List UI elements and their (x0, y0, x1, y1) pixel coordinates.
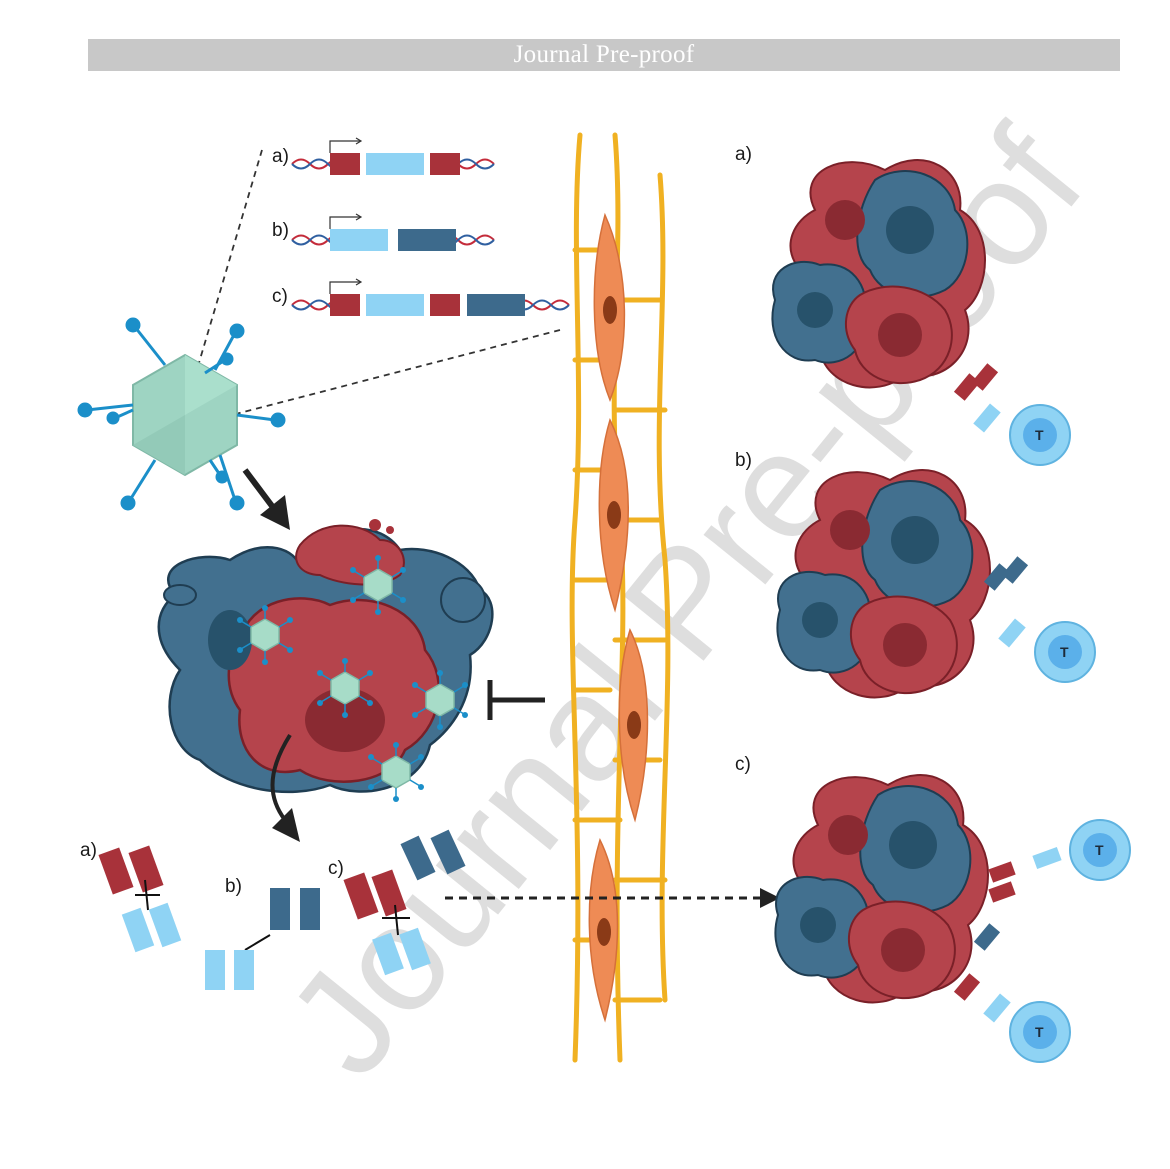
t-cell-letter-c1: T (1095, 842, 1104, 858)
construct-a (291, 137, 495, 175)
construct-label-a: a) (272, 146, 289, 167)
antibody-a (98, 845, 182, 953)
antibody-label-b: b) (225, 876, 242, 897)
banner-text: Journal Pre-proof (513, 41, 695, 68)
journal-banner: Journal Pre-proof (88, 39, 1120, 71)
stromal-barrier (569, 132, 671, 1063)
antibody-b (205, 888, 320, 990)
antibody-c (343, 829, 466, 976)
zoom-line-bottom (204, 329, 561, 423)
construct-c (291, 278, 570, 316)
antibody-label-a: a) (80, 840, 97, 861)
panel-label-c: c) (735, 754, 751, 775)
infected-tumor (157, 519, 494, 803)
t-cell-letter-a: T (1035, 427, 1044, 443)
construct-label-c: c) (272, 286, 288, 307)
adenovirus-capsid (77, 317, 286, 511)
arrow-secretion (270, 733, 300, 842)
inhibition-symbol (487, 680, 545, 720)
t-cell-letter-b: T (1060, 644, 1069, 660)
antibody-label-c: c) (328, 858, 344, 879)
arrow-infection (242, 468, 290, 530)
tumor-cluster-b: T (776, 468, 1096, 699)
tumor-cluster-c: T T (774, 773, 1131, 1063)
panel-label-b: b) (735, 450, 752, 471)
tumor-cluster-a: T (771, 158, 1071, 466)
panel-label-a: a) (735, 144, 752, 165)
arrow-to-panel-c (445, 888, 780, 908)
construct-b (291, 213, 495, 251)
t-cell-letter-c2: T (1035, 1024, 1044, 1040)
construct-label-b: b) (272, 220, 289, 241)
